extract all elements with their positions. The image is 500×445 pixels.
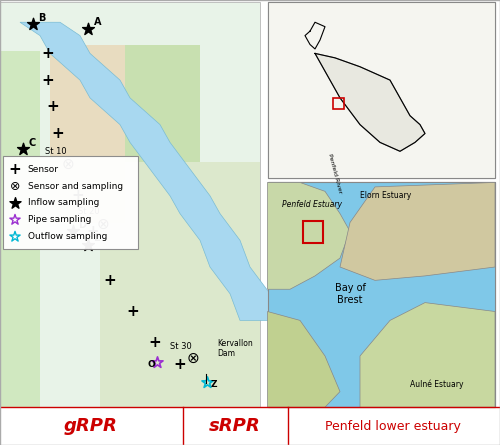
Text: Elorn Estuary: Elorn Estuary <box>360 191 411 200</box>
Bar <box>302 221 322 243</box>
Text: Penfeld Estuary: Penfeld Estuary <box>282 200 343 209</box>
Point <box>11 233 19 240</box>
Bar <box>268 182 495 407</box>
Point <box>11 199 19 206</box>
Text: gRPR: gRPR <box>64 417 118 435</box>
Text: Penfeld River: Penfeld River <box>327 154 343 194</box>
Text: Sensor: Sensor <box>28 165 58 174</box>
Text: St 10: St 10 <box>45 146 66 155</box>
Text: Bay of
Brest: Bay of Brest <box>334 283 366 304</box>
Bar <box>100 162 260 407</box>
Bar <box>268 2 495 178</box>
Text: St 30: St 30 <box>170 342 192 351</box>
Text: +: + <box>46 99 59 114</box>
Point <box>84 25 92 32</box>
Point <box>84 241 92 248</box>
Text: +: + <box>51 126 64 141</box>
Text: ⊗: ⊗ <box>10 179 20 193</box>
Text: O: O <box>148 360 155 369</box>
Bar <box>0 51 40 407</box>
Bar <box>332 98 344 109</box>
Text: Z: Z <box>211 380 218 389</box>
Bar <box>2 156 138 249</box>
Point <box>204 379 212 386</box>
Text: ⊗: ⊗ <box>186 351 199 366</box>
Point <box>18 146 26 153</box>
Text: Pipe sampling: Pipe sampling <box>28 215 91 224</box>
Text: sRPR: sRPR <box>209 417 261 435</box>
Text: Inflow sampling: Inflow sampling <box>28 198 99 207</box>
Text: ⊗: ⊗ <box>96 217 109 232</box>
Bar <box>50 44 125 222</box>
Bar <box>268 2 495 178</box>
Text: Sensor and sampling: Sensor and sampling <box>28 182 122 190</box>
Bar <box>60 44 200 178</box>
Text: B: B <box>38 13 46 23</box>
Text: +: + <box>41 73 54 88</box>
Text: +: + <box>41 46 54 61</box>
Text: Aulné Estuary: Aulné Estuary <box>410 380 464 389</box>
Text: +: + <box>174 357 186 372</box>
Text: +: + <box>8 162 22 177</box>
Text: +: + <box>104 273 117 288</box>
Point <box>28 21 36 28</box>
Text: D: D <box>78 220 86 230</box>
Text: +: + <box>126 304 139 319</box>
Text: C: C <box>28 138 36 147</box>
Text: A: A <box>94 17 101 27</box>
Polygon shape <box>340 182 495 280</box>
Polygon shape <box>268 182 350 289</box>
Bar <box>268 182 495 407</box>
Text: +: + <box>71 188 84 203</box>
Text: E: E <box>94 233 100 243</box>
Text: St 20: St 20 <box>78 206 99 215</box>
Bar <box>0 2 260 407</box>
Polygon shape <box>268 312 340 407</box>
Point <box>154 359 162 366</box>
Point <box>11 216 19 223</box>
Polygon shape <box>20 22 280 320</box>
Text: +: + <box>86 224 99 239</box>
Text: ⊗: ⊗ <box>61 157 74 172</box>
Polygon shape <box>315 53 425 151</box>
Text: Penfeld lower estuary: Penfeld lower estuary <box>324 420 460 433</box>
Text: Kervallon
Dam: Kervallon Dam <box>218 339 254 358</box>
Text: Outflow sampling: Outflow sampling <box>28 232 107 241</box>
Text: +: + <box>148 335 162 350</box>
Polygon shape <box>360 303 495 407</box>
Point <box>68 228 76 235</box>
